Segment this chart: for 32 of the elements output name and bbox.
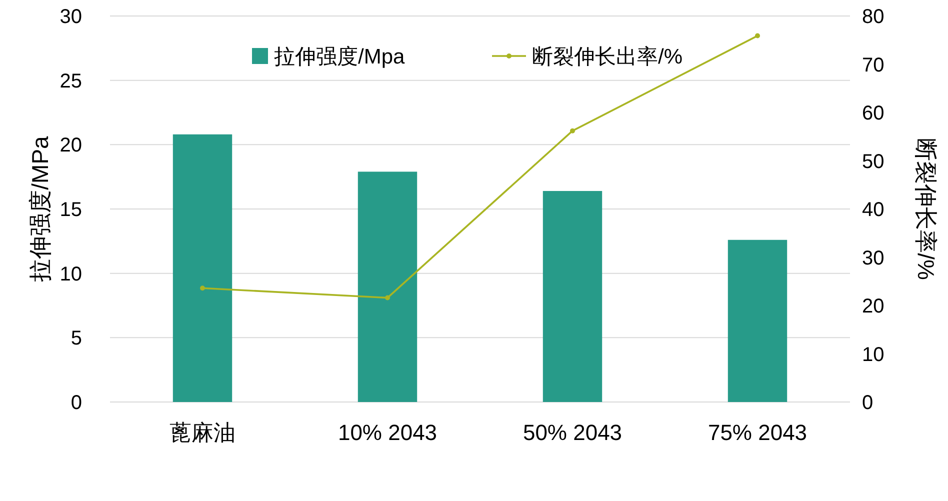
y-tick-label: 30: [60, 6, 82, 28]
y2-tick-label: 70: [862, 54, 884, 76]
point: [200, 286, 205, 291]
y-tick-label: 0: [70, 392, 82, 414]
y2-axis-title: 断裂伸长率/%: [913, 138, 939, 280]
point: [385, 295, 390, 300]
bar: [542, 190, 602, 402]
bar: [728, 240, 788, 402]
y-tick-label: 10: [60, 263, 82, 286]
y2-tick-label: 0: [862, 392, 874, 414]
y-tick-label: 5: [70, 328, 82, 350]
y2-tick-label: 80: [862, 6, 884, 28]
y2-tick-label: 20: [862, 296, 884, 318]
x-tick-label: 50% 2043: [522, 420, 622, 445]
y2-tick-label: 30: [862, 247, 884, 270]
point: [570, 128, 575, 134]
x-tick-label: 蓖麻油: [170, 420, 236, 445]
y2-tick-label: 60: [862, 102, 884, 124]
y-tick-label: 15: [60, 199, 82, 221]
bar: [358, 172, 418, 402]
y2-tick-label: 10: [862, 344, 884, 366]
bar: [172, 134, 232, 402]
legend-label: 拉伸强度/Mpa: [274, 45, 406, 68]
y2-tick-label: 50: [862, 150, 884, 173]
point: [755, 33, 760, 38]
y-tick-label: 20: [60, 134, 82, 157]
y2-tick-label: 40: [862, 199, 884, 221]
y-tick-label: 25: [60, 70, 82, 92]
x-tick-label: 75% 2043: [708, 420, 808, 445]
legend-label: 断裂伸长出率/%: [532, 45, 683, 68]
y-axis-title: 拉伸强度/MPa: [27, 136, 53, 282]
x-tick-label: 10% 2043: [338, 420, 438, 445]
